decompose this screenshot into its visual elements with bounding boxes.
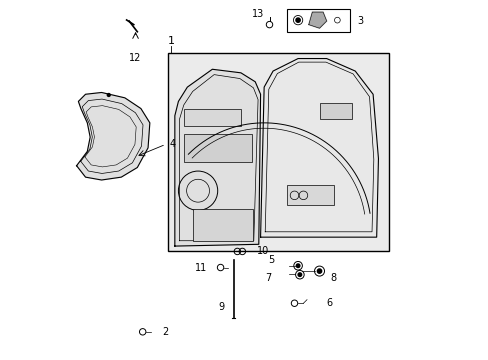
Text: 12: 12 bbox=[129, 53, 142, 63]
Bar bbox=[167, 53, 388, 251]
Polygon shape bbox=[77, 93, 149, 180]
Polygon shape bbox=[308, 12, 326, 28]
Bar bbox=[287, 185, 333, 205]
Polygon shape bbox=[175, 69, 260, 246]
Text: 8: 8 bbox=[329, 273, 336, 283]
Text: 4: 4 bbox=[169, 139, 175, 149]
Text: 3: 3 bbox=[356, 16, 363, 26]
Circle shape bbox=[295, 18, 300, 22]
Text: 6: 6 bbox=[326, 298, 332, 308]
Text: 13: 13 bbox=[251, 9, 264, 19]
Circle shape bbox=[296, 264, 299, 267]
Text: 7: 7 bbox=[264, 273, 271, 283]
Text: 11: 11 bbox=[194, 262, 206, 273]
Text: 1: 1 bbox=[167, 36, 174, 46]
Bar bbox=[319, 103, 351, 119]
Polygon shape bbox=[260, 59, 378, 237]
Text: 9: 9 bbox=[218, 302, 224, 312]
Bar bbox=[183, 134, 251, 162]
Text: 2: 2 bbox=[162, 327, 168, 337]
Text: 10: 10 bbox=[257, 247, 269, 256]
Bar bbox=[287, 9, 349, 32]
Bar bbox=[183, 109, 241, 126]
Text: 5: 5 bbox=[268, 255, 274, 265]
Bar bbox=[192, 208, 253, 241]
Circle shape bbox=[317, 269, 321, 273]
Circle shape bbox=[106, 93, 111, 97]
Circle shape bbox=[298, 273, 301, 276]
